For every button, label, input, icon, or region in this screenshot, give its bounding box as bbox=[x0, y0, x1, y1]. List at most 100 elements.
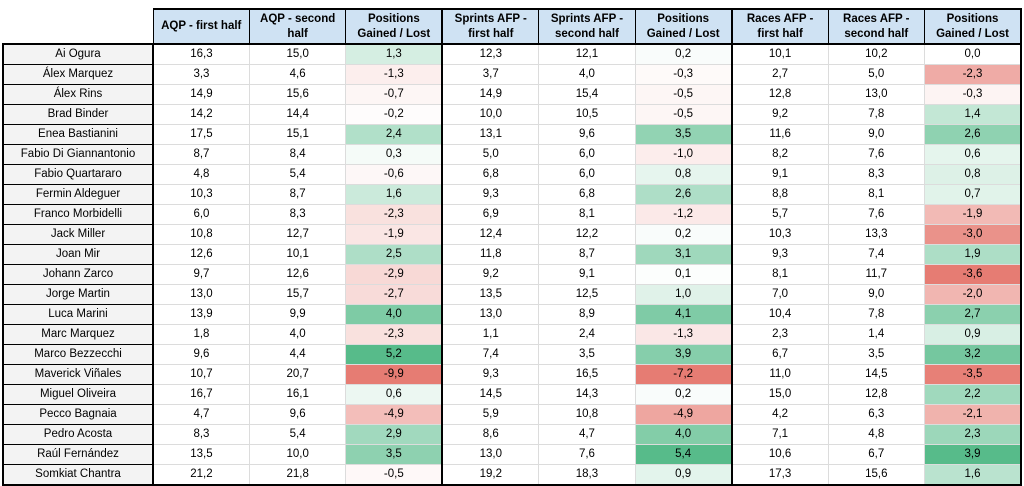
positions-gained-lost-cell: 0,8 bbox=[924, 164, 1022, 185]
stat-cell: 7,6 bbox=[827, 144, 926, 165]
stat-cell: 9,0 bbox=[827, 284, 926, 305]
stat-cell: 15,6 bbox=[827, 464, 926, 486]
positions-gained-lost-cell: -7,2 bbox=[634, 364, 733, 385]
stat-cell: 14,9 bbox=[152, 84, 250, 105]
stat-cell: 10,2 bbox=[827, 43, 926, 65]
positions-gained-lost-cell: 2,6 bbox=[634, 184, 733, 205]
rider-name: Miguel Oliveira bbox=[2, 384, 154, 405]
stat-cell: 8,1 bbox=[538, 204, 636, 225]
stat-cell: 8,6 bbox=[441, 424, 540, 445]
stat-cell: 10,0 bbox=[248, 444, 347, 465]
stat-cell: 8,3 bbox=[248, 204, 347, 225]
stat-cell: 8,7 bbox=[538, 244, 636, 265]
positions-gained-lost-cell: 5,4 bbox=[634, 444, 733, 465]
stat-cell: 8,3 bbox=[827, 164, 926, 185]
stat-cell: 10,3 bbox=[731, 224, 829, 245]
stat-cell: 17,5 bbox=[152, 124, 250, 145]
stat-cell: 13,0 bbox=[827, 84, 926, 105]
stat-cell: 12,8 bbox=[731, 84, 829, 105]
stat-cell: 6,7 bbox=[731, 344, 829, 365]
stat-cell: 7,4 bbox=[441, 344, 540, 365]
positions-gained-lost-cell: 3,1 bbox=[634, 244, 733, 265]
stat-cell: 13,0 bbox=[441, 304, 540, 325]
positions-gained-lost-cell: -1,9 bbox=[345, 224, 444, 245]
positions-gained-lost-cell: 5,2 bbox=[345, 344, 444, 365]
table-row: Fabio Di Giannantonio 8,7 8,4 0,3 5,0 6,0 -1,0… bbox=[2, 144, 1022, 165]
stat-cell: 6,3 bbox=[827, 404, 926, 425]
positions-gained-lost-cell: 2,2 bbox=[924, 384, 1022, 405]
rider-name: Fermin Aldeguer bbox=[2, 184, 154, 205]
stat-cell: 6,0 bbox=[152, 204, 250, 225]
stat-cell: 16,1 bbox=[248, 384, 347, 405]
positions-gained-lost-cell: -0,6 bbox=[345, 164, 444, 185]
positions-gained-lost-cell: 3,9 bbox=[924, 444, 1022, 465]
stat-cell: 7,1 bbox=[731, 424, 829, 445]
table-row: Enea Bastianini 17,5 15,1 2,4 13,1 9,6 3,5 11,6… bbox=[2, 124, 1022, 145]
stat-cell: 14,2 bbox=[152, 104, 250, 125]
stat-cell: 3,5 bbox=[538, 344, 636, 365]
stat-cell: 4,0 bbox=[538, 64, 636, 85]
stat-cell: 13,1 bbox=[441, 124, 540, 145]
positions-gained-lost-cell: -3,6 bbox=[924, 264, 1022, 285]
positions-gained-lost-cell: 4,0 bbox=[634, 424, 733, 445]
stat-cell: 15,1 bbox=[248, 124, 347, 145]
table-row: Álex Marquez 3,3 4,6 -1,3 3,7 4,0 -0,3 2,7 5,0 -2… bbox=[2, 64, 1022, 85]
table-row: Ai Ogura 16,3 15,0 1,3 12,3 12,1 0,2 10,1 10,2 0,… bbox=[2, 43, 1022, 65]
stat-cell: 12,4 bbox=[441, 224, 540, 245]
positions-gained-lost-cell: -2,0 bbox=[924, 284, 1022, 305]
stat-cell: 6,8 bbox=[441, 164, 540, 185]
positions-gained-lost-cell: -2,9 bbox=[345, 264, 444, 285]
stat-cell: 12,8 bbox=[827, 384, 926, 405]
stat-cell: 9,9 bbox=[248, 304, 347, 325]
stat-cell: 2,3 bbox=[731, 324, 829, 345]
positions-gained-lost-cell: -0,5 bbox=[345, 464, 444, 486]
positions-gained-lost-cell: -3,0 bbox=[924, 224, 1022, 245]
stat-cell: 8,1 bbox=[827, 184, 926, 205]
stat-cell: 1,1 bbox=[441, 324, 540, 345]
stat-cell: 10,7 bbox=[152, 364, 250, 385]
stat-cell: 14,3 bbox=[538, 384, 636, 405]
stat-cell: 15,0 bbox=[248, 43, 347, 65]
stat-cell: 11,7 bbox=[827, 264, 926, 285]
stat-cell: 4,8 bbox=[827, 424, 926, 445]
stat-cell: 13,0 bbox=[152, 284, 250, 305]
stat-cell: 7,0 bbox=[731, 284, 829, 305]
positions-gained-lost-cell: 1,0 bbox=[634, 284, 733, 305]
stat-cell: 9,1 bbox=[731, 164, 829, 185]
positions-gained-lost-cell: 0,6 bbox=[345, 384, 444, 405]
positions-gained-lost-cell: -0,2 bbox=[345, 104, 444, 125]
positions-gained-lost-cell: -2,3 bbox=[345, 324, 444, 345]
stat-cell: 10,0 bbox=[441, 104, 540, 125]
positions-gained-lost-cell: 0,0 bbox=[924, 43, 1022, 65]
stat-cell: 4,2 bbox=[731, 404, 829, 425]
stat-cell: 15,4 bbox=[538, 84, 636, 105]
table-row: Luca Marini 13,9 9,9 4,0 13,0 8,9 4,1 10,4 7,8 2,… bbox=[2, 304, 1022, 325]
table-row: Johann Zarco 9,7 12,6 -2,9 9,2 9,1 0,1 8,1 11,7-… bbox=[2, 264, 1022, 285]
stat-cell: 9,6 bbox=[152, 344, 250, 365]
positions-gained-lost-cell: 2,5 bbox=[345, 244, 444, 265]
stat-cell: 8,7 bbox=[248, 184, 347, 205]
stat-cell: 7,4 bbox=[827, 244, 926, 265]
stat-cell: 14,5 bbox=[441, 384, 540, 405]
table-row: Pecco Bagnaia 4,7 9,6 -4,9 5,9 10,8 -4,9 4,2 6,3… bbox=[2, 404, 1022, 425]
positions-gained-lost-cell: 2,4 bbox=[345, 124, 444, 145]
table-row: Jack Miller 10,8 12,7 -1,9 12,4 12,2 0,2 10,3 13… bbox=[2, 224, 1022, 245]
stat-cell: 10,3 bbox=[152, 184, 250, 205]
table-row: Marc Marquez 1,8 4,0 -2,3 1,1 2,4 -1,3 2,3 1,4 0,… bbox=[2, 324, 1022, 345]
positions-gained-lost-cell: 4,1 bbox=[634, 304, 733, 325]
stat-cell: 21,2 bbox=[152, 464, 250, 486]
stat-cell: 17,3 bbox=[731, 464, 829, 486]
table-row: Pedro Acosta 8,3 5,4 2,9 8,6 4,7 4,0 7,1 4,8 2,3 bbox=[2, 424, 1022, 445]
table-body: Ai Ogura 16,3 15,0 1,3 12,3 12,1 0,2 10,1 10,2 0,… bbox=[2, 43, 1022, 486]
positions-gained-lost-cell: 0,6 bbox=[924, 144, 1022, 165]
rider-name: Raúl Fernández bbox=[2, 444, 154, 465]
positions-gained-lost-cell: 4,0 bbox=[345, 304, 444, 325]
stat-cell: 5,4 bbox=[248, 164, 347, 185]
stat-cell: 12,5 bbox=[538, 284, 636, 305]
positions-gained-lost-cell: 2,6 bbox=[924, 124, 1022, 145]
stat-cell: 8,8 bbox=[731, 184, 829, 205]
stat-cell: 9,3 bbox=[441, 364, 540, 385]
positions-gained-lost-cell: 3,5 bbox=[345, 444, 444, 465]
rider-name: Brad Binder bbox=[2, 104, 154, 125]
table-row: Brad Binder 14,2 14,4 -0,2 10,0 10,5 -0,5 9,2 7,… bbox=[2, 104, 1022, 125]
